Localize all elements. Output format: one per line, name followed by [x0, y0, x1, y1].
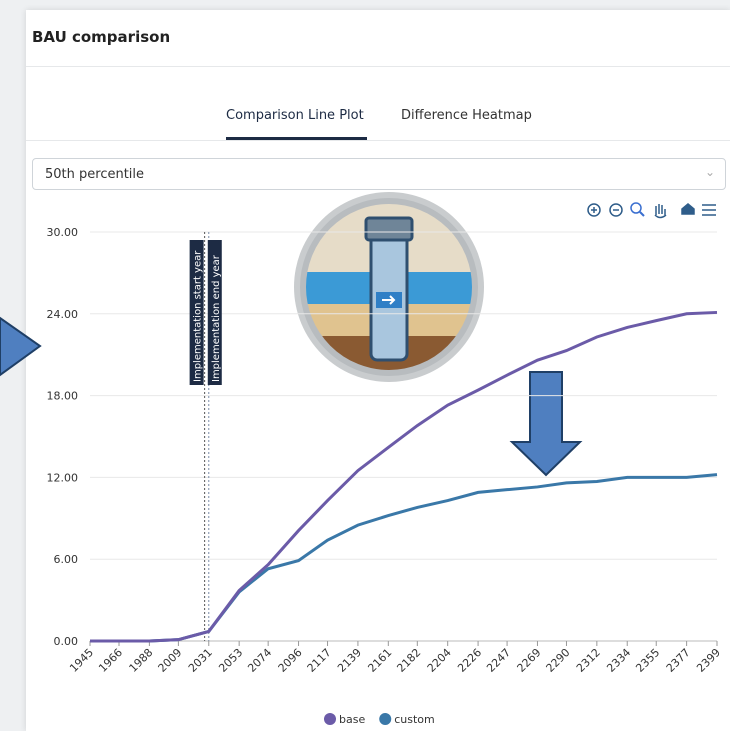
x-tick-label: 2139: [335, 646, 364, 675]
x-tick-label: 2247: [484, 646, 513, 675]
y-tick-label: 0.00: [54, 635, 79, 648]
x-tick-label: 1945: [67, 646, 96, 675]
arrow-down: [512, 372, 580, 475]
legend-marker: [379, 713, 391, 725]
legend-label: base: [339, 713, 365, 726]
zoom[interactable]: [631, 203, 641, 213]
chart: 0.00 6.00 12.00 18.00 24.00 30.00 194519661988…: [0, 0, 730, 731]
page: {"header": {"title": "BAU comparison"}, …: [0, 0, 730, 731]
x-tick-label: 2074: [245, 646, 274, 675]
illustration: [294, 192, 484, 382]
x-tick-label: 2182: [394, 646, 423, 675]
x-tick-label: 2204: [425, 646, 454, 675]
series-line: [90, 475, 717, 641]
menu[interactable]: [702, 205, 716, 215]
arrow-right: [0, 318, 40, 375]
x-tick-label: 2269: [515, 646, 544, 675]
x-tick-label: 2226: [455, 646, 484, 675]
y-tick-label: 18.00: [47, 390, 79, 403]
x-tick-label: 2312: [574, 646, 603, 675]
y-tick-label: 24.00: [47, 308, 79, 321]
annotation-label: Implementation start year: [193, 250, 204, 382]
x-tick-label: 1966: [96, 646, 125, 675]
toolbar: [588, 203, 716, 218]
home[interactable]: [682, 204, 694, 214]
x-tick-label: 2377: [664, 646, 693, 675]
x-tick-label: 2009: [156, 646, 185, 675]
pan[interactable]: [655, 204, 666, 218]
annotation-label: Implementation end year: [211, 254, 222, 382]
x-tick-label: 2117: [305, 646, 334, 675]
x-tick-label: 2161: [365, 646, 394, 675]
y-tick-label: 30.00: [47, 226, 79, 239]
x-tick-label: 2399: [694, 646, 723, 675]
y-tick-label: 12.00: [47, 471, 79, 484]
legend-marker: [324, 713, 336, 725]
x-tick-label: 2290: [544, 646, 573, 675]
x-tick-label: 2096: [276, 646, 305, 675]
x-tick-label: 2053: [216, 646, 245, 675]
x-tick-label: 2031: [186, 646, 215, 675]
y-tick-label: 6.00: [54, 553, 79, 566]
x-tick-label: 2334: [604, 646, 633, 675]
x-tick-label: 2355: [633, 646, 662, 675]
x-tick-label: 1988: [127, 646, 156, 675]
legend-label: custom: [394, 713, 435, 726]
